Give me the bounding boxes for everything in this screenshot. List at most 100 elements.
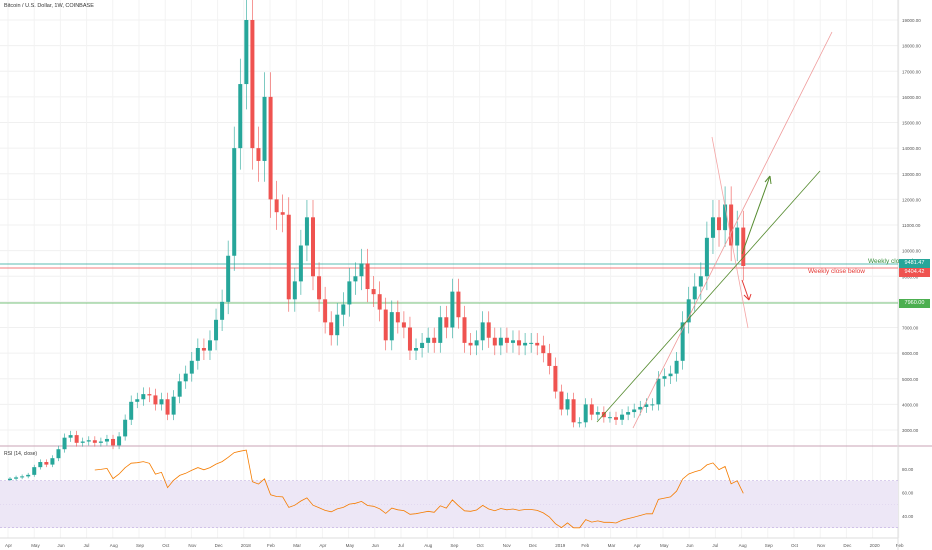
candle-body — [111, 438, 116, 446]
candle-body — [632, 409, 637, 413]
candle-body — [238, 84, 243, 149]
candle-body — [62, 437, 67, 450]
candle-body — [638, 406, 643, 410]
candle-body — [92, 440, 97, 443]
candle-body — [686, 299, 691, 323]
candle-body — [104, 438, 109, 442]
candle-body — [656, 378, 661, 405]
candle-body — [553, 365, 558, 392]
green-trend-line — [596, 170, 821, 423]
weekly-close-above-label: Weekly close above — [868, 258, 926, 265]
candle-body — [444, 317, 449, 328]
x-tick-label: 2018 — [241, 543, 252, 548]
candle-body — [262, 96, 267, 161]
candle-body — [226, 255, 231, 302]
x-tick-label: Nov — [503, 543, 512, 548]
candle-body — [26, 474, 31, 477]
y-tick-label: 13000.00 — [902, 172, 921, 177]
candle-body — [129, 401, 134, 420]
x-tick-label: Apr — [634, 543, 642, 548]
rsi-tick-label: 80.00 — [902, 467, 914, 472]
candle-body — [86, 440, 91, 442]
candle-body — [559, 391, 564, 410]
candle-body — [589, 404, 594, 415]
candle-body — [317, 276, 322, 300]
x-tick-label: Jul — [84, 543, 90, 548]
candle-body — [117, 436, 122, 446]
rsi-line — [94, 449, 744, 529]
candle-body — [68, 435, 73, 438]
x-tick-label: Sep — [136, 543, 145, 548]
x-tick-label: 2020 — [870, 543, 881, 548]
y-tick-label: 10000.00 — [902, 249, 921, 254]
y-tick-label: 18000.00 — [902, 44, 921, 49]
candle-body — [432, 337, 437, 343]
price-tag-upper: 9481.47 — [899, 259, 930, 268]
candle-body — [341, 304, 346, 315]
candle-body — [153, 395, 158, 405]
candle-body — [32, 467, 37, 475]
candle-body — [20, 476, 25, 478]
candle-body — [74, 435, 79, 443]
candle-body — [207, 340, 212, 351]
candle-body — [401, 322, 406, 328]
candle-body — [383, 309, 388, 341]
candle-body — [171, 396, 176, 415]
x-tick-label: Dec — [529, 543, 538, 548]
candle-body — [426, 337, 431, 343]
red-downtrend-line — [711, 136, 749, 329]
candle-body — [292, 281, 297, 300]
candle-body — [256, 148, 261, 161]
candle-body — [98, 441, 103, 443]
x-tick-label: Dec — [215, 543, 224, 548]
candle-body — [286, 214, 291, 300]
candle-body — [614, 417, 618, 420]
x-tick-label: Jun — [686, 543, 694, 548]
x-tick-label: May — [346, 543, 355, 548]
y-tick-label: 4000.00 — [902, 402, 919, 407]
candle-body — [359, 263, 364, 277]
candle-body — [450, 291, 455, 328]
candle-body — [244, 20, 249, 85]
candle-body — [232, 148, 237, 256]
x-tick-label: Apr — [319, 543, 327, 548]
y-tick-label: 7000.00 — [902, 326, 919, 331]
x-tick-label: Oct — [791, 543, 799, 548]
candle-body — [201, 348, 206, 351]
candle-body — [674, 360, 679, 374]
y-tick-label: 14000.00 — [902, 146, 921, 151]
candle-body — [159, 399, 164, 405]
candle-body — [710, 217, 715, 238]
candle-body — [14, 477, 19, 479]
candle-body — [680, 322, 685, 361]
candle-body — [565, 399, 570, 410]
x-tick-label: Feb — [896, 543, 904, 548]
candle-body — [523, 342, 528, 346]
candle-body — [395, 312, 400, 323]
candle-body — [498, 337, 503, 346]
y-tick-label: 16000.00 — [902, 95, 921, 100]
candle-body — [462, 317, 467, 343]
weekly-close-above-text: Weekly close above — [868, 258, 926, 265]
candle-body — [38, 462, 43, 468]
candle-body — [662, 376, 667, 379]
price-tag-support: 7960.00 — [899, 299, 930, 308]
candle-body — [56, 449, 61, 459]
candle-body — [729, 204, 734, 246]
y-tick-label: 19000.00 — [902, 18, 921, 23]
candle-body — [371, 289, 376, 295]
y-tick-label: 11000.00 — [902, 223, 921, 228]
green-arrow-head — [764, 175, 772, 185]
candle-body — [389, 312, 394, 341]
x-tick-label: Aug — [739, 543, 748, 548]
y-tick-label: 15000.00 — [902, 121, 921, 126]
y-tick-label: 5000.00 — [902, 377, 919, 382]
candle-body — [595, 412, 600, 415]
candle-body — [547, 353, 552, 366]
candle-body — [80, 441, 85, 443]
weekly-close-below-label: Weekly close below — [808, 268, 865, 275]
candle-body — [8, 478, 12, 481]
chart-title: Bitcoin / U.S. Dollar, 1W, COINBASE — [4, 3, 94, 9]
rsi-tick-label: 40.00 — [902, 514, 914, 519]
